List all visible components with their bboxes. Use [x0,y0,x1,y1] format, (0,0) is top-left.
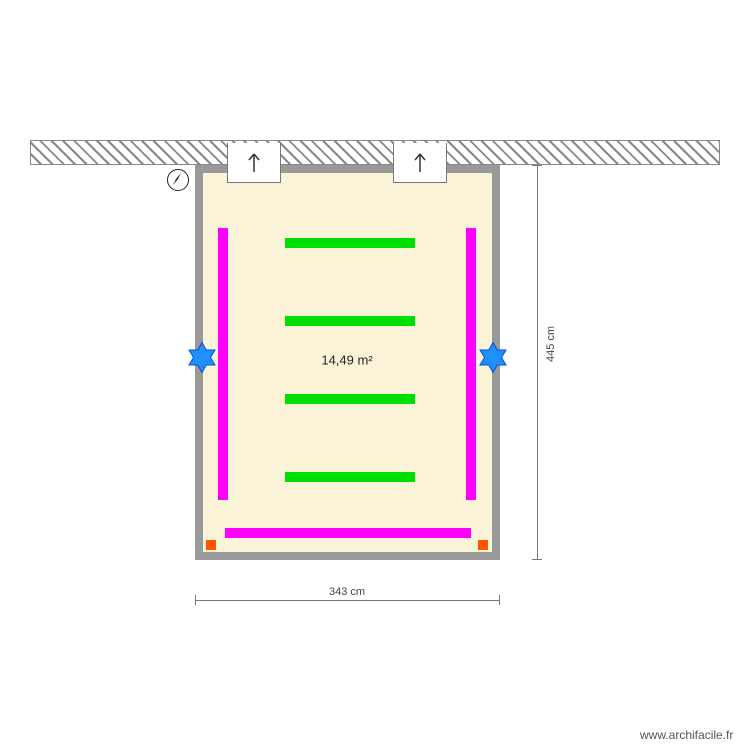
dimension-line [195,600,500,601]
corner-marker [206,540,216,550]
watermark: www.archifacile.fr [640,728,733,742]
dimension-tick [532,559,542,560]
floorplan-canvas: 14,49 m² 343 cm 445 cm www.archifacile.f… [0,0,750,750]
green-bar-2 [285,316,415,326]
dimension-label: 343 cm [329,586,365,598]
star-icon [186,342,218,379]
door-right [393,143,447,183]
green-bar-3 [285,394,415,404]
arrow-up-icon [412,152,428,174]
magenta-bar-bottom [225,528,471,538]
star-icon [477,342,509,379]
green-bar-4 [285,472,415,482]
area-label: 14,49 m² [321,353,372,368]
corner-marker [478,540,488,550]
magenta-bar-right [466,228,476,500]
dimension-line [537,165,538,560]
green-bar-1 [285,238,415,248]
dimension-tick [195,595,196,605]
exterior-wall [30,140,720,165]
door-left [227,143,281,183]
dimension-tick [499,595,500,605]
dimension-tick [532,165,542,166]
compass-icon [167,169,189,191]
magenta-bar-left [218,228,228,500]
dimension-label: 445 cm [545,326,557,362]
arrow-up-icon [246,152,262,174]
